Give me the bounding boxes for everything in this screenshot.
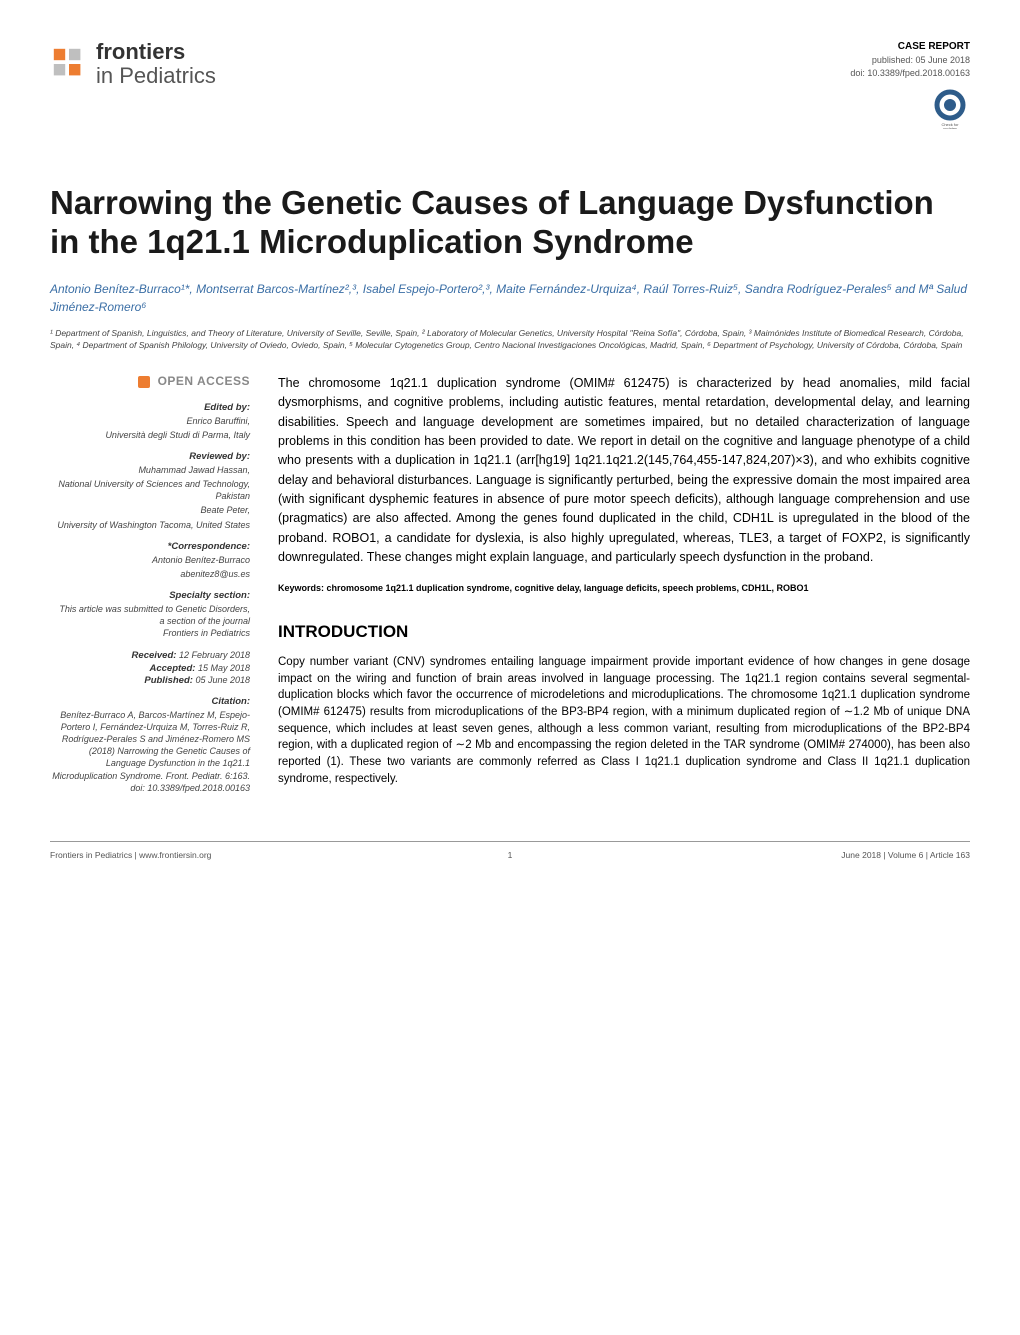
abstract-text: The chromosome 1q21.1 duplication syndro… [278, 374, 970, 568]
introduction-paragraph: Copy number variant (CNV) syndromes enta… [278, 654, 970, 787]
section-heading-introduction: INTRODUCTION [278, 622, 970, 642]
editor-name: Enrico Baruffini, [50, 415, 250, 427]
reviewer-aff: University of Washington Tacoma, United … [50, 519, 250, 531]
received-label: Received: [132, 650, 177, 661]
reviewer-aff: National University of Sciences and Tech… [50, 478, 250, 502]
accepted-label: Accepted: [150, 663, 196, 674]
accepted-date: 15 May 2018 [198, 663, 250, 673]
main-content: The chromosome 1q21.1 duplication syndro… [278, 374, 970, 796]
editor-aff: Università degli Studi di Parma, Italy [50, 429, 250, 441]
svg-text:updates: updates [943, 126, 957, 129]
corr-email[interactable]: abenitez8@us.es [50, 568, 250, 580]
journal-logo: frontiers in Pediatrics [50, 40, 216, 88]
correspondence-label: *Correspondence: [50, 541, 250, 552]
reviewed-by-label: Reviewed by: [50, 451, 250, 462]
reviewer-name: Muhammad Jawad Hassan, [50, 464, 250, 476]
footer-left[interactable]: Frontiers in Pediatrics | www.frontiersi… [50, 850, 211, 860]
logo-top: frontiers [96, 40, 216, 64]
edited-by-label: Edited by: [50, 402, 250, 413]
author-list[interactable]: Antonio Benítez-Burraco¹*, Montserrat Ba… [50, 280, 970, 316]
sidebar: OPEN ACCESS Edited by: Enrico Baruffini,… [50, 374, 250, 796]
page-number: 1 [508, 850, 513, 860]
open-access-badge: OPEN ACCESS [50, 374, 250, 388]
corr-name: Antonio Benítez-Burraco [50, 554, 250, 566]
page-header: frontiers in Pediatrics CASE REPORT publ… [50, 40, 970, 133]
page-footer: Frontiers in Pediatrics | www.frontiersi… [50, 841, 970, 860]
article-title: Narrowing the Genetic Causes of Language… [50, 183, 970, 262]
logo-bottom: in Pediatrics [96, 63, 216, 88]
specialty-label: Specialty section: [50, 590, 250, 601]
doi-line[interactable]: doi: 10.3389/fped.2018.00163 [850, 67, 970, 80]
frontiers-logo-icon [50, 45, 88, 83]
published-date: 05 June 2018 [195, 675, 250, 685]
citation-text: Benítez-Burraco A, Barcos-Martínez M, Es… [50, 709, 250, 794]
citation-label: Citation: [50, 696, 250, 707]
received-date: 12 February 2018 [179, 650, 250, 660]
footer-right: June 2018 | Volume 6 | Article 163 [841, 850, 970, 860]
specialty-text: This article was submitted to Genetic Di… [50, 603, 250, 639]
keywords: Keywords: chromosome 1q21.1 duplication … [278, 582, 970, 595]
article-type: CASE REPORT [850, 40, 970, 54]
affiliations: ¹ Department of Spanish, Linguistics, an… [50, 328, 970, 352]
check-updates-icon[interactable]: Check for updates [930, 89, 970, 129]
pub-date-line: published: 05 June 2018 [850, 54, 970, 67]
open-access-icon [138, 376, 150, 388]
header-meta: CASE REPORT published: 05 June 2018 doi:… [850, 40, 970, 133]
published-label: Published: [144, 675, 193, 686]
journal-logo-text: frontiers in Pediatrics [96, 40, 216, 88]
reviewer-name: Beate Peter, [50, 504, 250, 516]
